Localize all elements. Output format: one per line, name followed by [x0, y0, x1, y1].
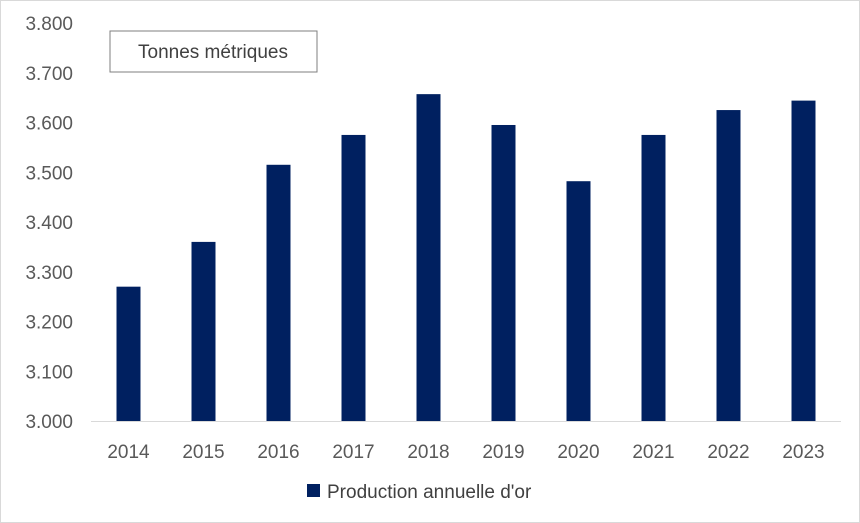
y-tick-label: 3.300 [25, 263, 73, 284]
x-tick-label: 2015 [182, 442, 224, 463]
x-tick-label: 2023 [782, 442, 824, 463]
x-tick-label: 2020 [557, 442, 599, 463]
x-tick-label: 2022 [707, 442, 749, 463]
y-tick-label: 3.200 [25, 313, 73, 334]
bar-2023 [791, 100, 816, 422]
x-tick-label: 2018 [407, 442, 449, 463]
y-tick-label: 3.700 [25, 64, 73, 85]
bar-series [116, 94, 816, 422]
bar-2014 [116, 286, 141, 421]
legend-swatch [307, 484, 320, 497]
x-tick-label: 2021 [632, 442, 674, 463]
x-tick-label: 2016 [257, 442, 299, 463]
bar-2017 [341, 134, 366, 421]
y-tick-label: 3.800 [25, 14, 73, 35]
unit-label-box: Tonnes métriques [109, 30, 318, 73]
x-tick-label: 2019 [482, 442, 524, 463]
legend-label: Production annuelle d'or [327, 482, 532, 503]
y-tick-label: 3.400 [25, 213, 73, 234]
bar-2016 [266, 164, 291, 421]
unit-label: Tonnes métriques [138, 42, 288, 63]
y-tick-label: 3.500 [25, 163, 73, 184]
y-axis-ticks: 3.000 3.100 3.200 3.300 3.400 3.500 3.600 3.700… [25, 14, 73, 433]
x-tick-label: 2014 [107, 442, 150, 463]
legend: Production annuelle d'or [307, 482, 532, 503]
bar-2019 [491, 124, 516, 422]
bar-2021 [641, 134, 666, 421]
bar-2022 [716, 110, 741, 421]
x-tick-label: 2017 [332, 442, 374, 463]
x-axis-ticks: 2014 2015 2016 2017 2018 2019 2020 2021 2022 2023 [107, 442, 824, 463]
y-tick-label: 3.100 [25, 362, 73, 383]
bar-2018 [416, 94, 441, 421]
bar-2015 [191, 241, 216, 421]
y-tick-label: 3.000 [25, 412, 73, 433]
y-tick-label: 3.600 [25, 114, 73, 135]
bar-2020 [566, 181, 591, 421]
